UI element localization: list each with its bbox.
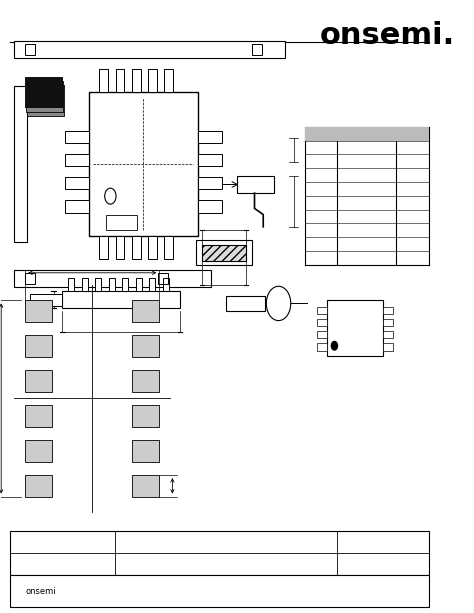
Bar: [136, 278, 142, 291]
Bar: [148, 236, 157, 259]
Bar: [25, 44, 35, 55]
Bar: [106, 215, 137, 230]
Bar: [116, 236, 124, 259]
Bar: [25, 370, 52, 392]
Bar: [317, 343, 327, 351]
Bar: [29, 294, 63, 306]
Bar: [132, 475, 159, 497]
Bar: [68, 278, 74, 291]
Bar: [64, 154, 89, 166]
Bar: [132, 405, 159, 427]
Bar: [14, 41, 285, 58]
Bar: [100, 236, 108, 259]
Bar: [64, 131, 89, 143]
Bar: [25, 273, 35, 284]
Bar: [25, 405, 52, 427]
Bar: [100, 69, 108, 92]
Bar: [109, 278, 115, 291]
Bar: [383, 331, 393, 338]
Polygon shape: [27, 85, 64, 116]
Bar: [122, 278, 128, 291]
Bar: [64, 200, 89, 213]
Bar: [164, 69, 173, 92]
Text: onsemi: onsemi: [25, 587, 56, 596]
Bar: [148, 69, 157, 92]
Bar: [327, 300, 383, 356]
Circle shape: [331, 341, 337, 350]
Bar: [317, 306, 327, 314]
Bar: [25, 475, 52, 497]
Bar: [196, 240, 252, 265]
Bar: [95, 278, 101, 291]
Bar: [317, 319, 327, 326]
Bar: [89, 92, 198, 236]
Bar: [305, 127, 429, 141]
Bar: [198, 177, 222, 189]
Bar: [132, 440, 159, 462]
Bar: [202, 245, 246, 261]
Bar: [132, 335, 159, 357]
Bar: [132, 370, 159, 392]
Bar: [64, 177, 89, 189]
Polygon shape: [26, 81, 63, 112]
Bar: [14, 86, 27, 242]
Bar: [383, 343, 393, 351]
Bar: [25, 440, 52, 462]
Bar: [10, 531, 429, 575]
Bar: [383, 306, 393, 314]
Bar: [132, 69, 140, 92]
Bar: [63, 291, 180, 308]
Bar: [25, 300, 52, 322]
Bar: [237, 176, 274, 193]
Bar: [116, 69, 124, 92]
Bar: [164, 236, 173, 259]
Bar: [25, 335, 52, 357]
Bar: [198, 154, 222, 166]
Bar: [226, 296, 265, 311]
Bar: [317, 331, 327, 338]
Bar: [198, 200, 222, 213]
Bar: [132, 300, 159, 322]
Bar: [163, 278, 169, 291]
Text: onsemi.: onsemi.: [320, 21, 455, 50]
Bar: [82, 278, 88, 291]
Polygon shape: [25, 77, 63, 107]
Bar: [149, 278, 155, 291]
Bar: [158, 273, 168, 284]
Bar: [198, 131, 222, 143]
Bar: [132, 236, 140, 259]
Bar: [14, 270, 211, 287]
Bar: [10, 575, 429, 607]
Bar: [252, 44, 262, 55]
Bar: [383, 319, 393, 326]
